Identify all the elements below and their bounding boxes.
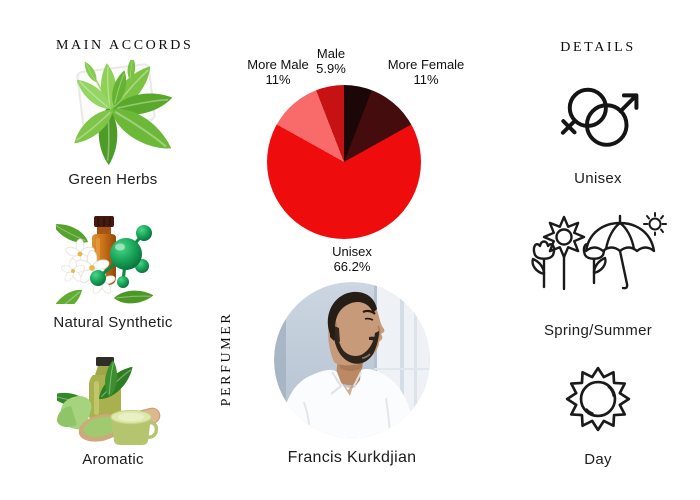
- pie-label-pct: 66.2%: [333, 259, 371, 274]
- pie-label-more-female: More Female 11%: [388, 57, 465, 87]
- aromatic-photo: [49, 355, 169, 448]
- accord-label-green-herbs: Green Herbs: [68, 171, 158, 188]
- spring-summer-icon: [528, 211, 668, 296]
- pie-label-name: More Male: [247, 57, 309, 72]
- accord-label-aromatic: Aromatic: [82, 451, 144, 468]
- gender-pie-chart: [267, 85, 421, 239]
- pie-label-male: Male 5.9%: [316, 46, 346, 76]
- pie-label-more-male: More Male 11%: [247, 57, 308, 87]
- green-herbs-photo: [56, 56, 174, 167]
- natural-synthetic-photo: [43, 213, 176, 318]
- detail-label-spring-summer: Spring/Summer: [543, 322, 653, 339]
- main-accords-header: MAIN ACCORDS: [56, 38, 194, 53]
- perfumer-name: Francis Kurkdjian: [287, 449, 417, 466]
- detail-label-unisex: Unisex: [574, 170, 622, 187]
- pie-label-pct: 11%: [265, 72, 291, 87]
- unisex-gender-icon: [556, 82, 642, 156]
- pie-label-unisex: Unisex 66.2%: [332, 244, 372, 274]
- details-header: DETAILS: [560, 40, 636, 55]
- pie-label-name: Unisex: [332, 244, 372, 259]
- pie-label-pct: 11%: [413, 72, 439, 87]
- perfumer-portrait-photo: [274, 282, 430, 438]
- perfumer-header: PERFUMER: [219, 311, 234, 407]
- pie-label-pct: 5.9%: [316, 61, 346, 76]
- day-sun-icon: [562, 364, 634, 434]
- pie-label-name: More Female: [387, 57, 465, 72]
- pie-label-name: Male: [316, 46, 346, 61]
- accord-label-natural-synthetic: Natural Synthetic: [53, 314, 173, 331]
- detail-label-day: Day: [584, 451, 612, 468]
